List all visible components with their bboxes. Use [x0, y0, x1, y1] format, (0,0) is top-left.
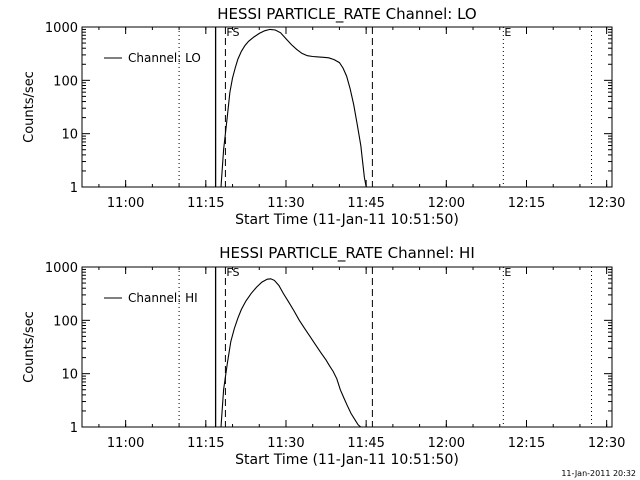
x-tick-label: 12:00 — [428, 436, 465, 451]
series-line-0 — [220, 28, 367, 188]
y-tick-label: 1000 — [45, 261, 78, 276]
x-tick-label: 11:15 — [187, 196, 224, 211]
x-tick-label: 12:30 — [588, 436, 625, 451]
y-tick-label: 1 — [70, 421, 78, 436]
event-marker-label: E — [504, 266, 511, 279]
chart-title: HESSI PARTICLE_RATE Channel: LO — [217, 5, 476, 24]
x-axis-label: Start Time (11-Jan-11 10:51:50) — [235, 452, 459, 468]
event-marker-label: E — [504, 26, 511, 39]
legend-label: Channel: HI — [128, 291, 198, 305]
event-marker-label: FS — [226, 26, 239, 39]
chart-panel-0: HESSI PARTICLE_RATE Channel: LO Start Tim… — [22, 5, 625, 228]
y-axis-label: Counts/sec — [22, 311, 37, 383]
x-tick-label: 11:00 — [107, 196, 144, 211]
y-axis-label: Counts/sec — [22, 71, 37, 143]
y-tick-label: 100 — [53, 74, 78, 89]
x-tick-label: 11:30 — [267, 436, 304, 451]
x-tick-label: 11:45 — [347, 196, 384, 211]
x-tick-label: 11:45 — [347, 436, 384, 451]
series-line-0 — [220, 278, 362, 428]
y-tick-label: 1000 — [45, 21, 78, 36]
y-tick-label: 1 — [70, 181, 78, 196]
x-tick-label: 12:00 — [428, 196, 465, 211]
x-tick-label: 12:15 — [508, 196, 545, 211]
legend-label: Channel: LO — [128, 51, 201, 65]
x-tick-label: 11:15 — [187, 436, 224, 451]
chart-panel-1: HESSI PARTICLE_RATE Channel: HI Start Tim… — [22, 244, 625, 468]
chart-title: HESSI PARTICLE_RATE Channel: HI — [219, 244, 475, 263]
y-tick-label: 10 — [61, 128, 78, 143]
y-tick-label: 100 — [53, 314, 78, 329]
y-tick-label: 10 — [61, 368, 78, 383]
x-tick-label: 12:30 — [588, 196, 625, 211]
x-tick-label: 11:00 — [107, 436, 144, 451]
x-tick-label: 11:30 — [267, 196, 304, 211]
x-tick-label: 12:15 — [508, 436, 545, 451]
x-axis-label: Start Time (11-Jan-11 10:51:50) — [235, 212, 459, 228]
plot-frame — [81, 266, 613, 428]
footer-timestamp: 11-Jan-2011 20:32 — [561, 469, 636, 478]
event-marker-label: FS — [226, 266, 239, 279]
plot-frame — [81, 26, 613, 188]
